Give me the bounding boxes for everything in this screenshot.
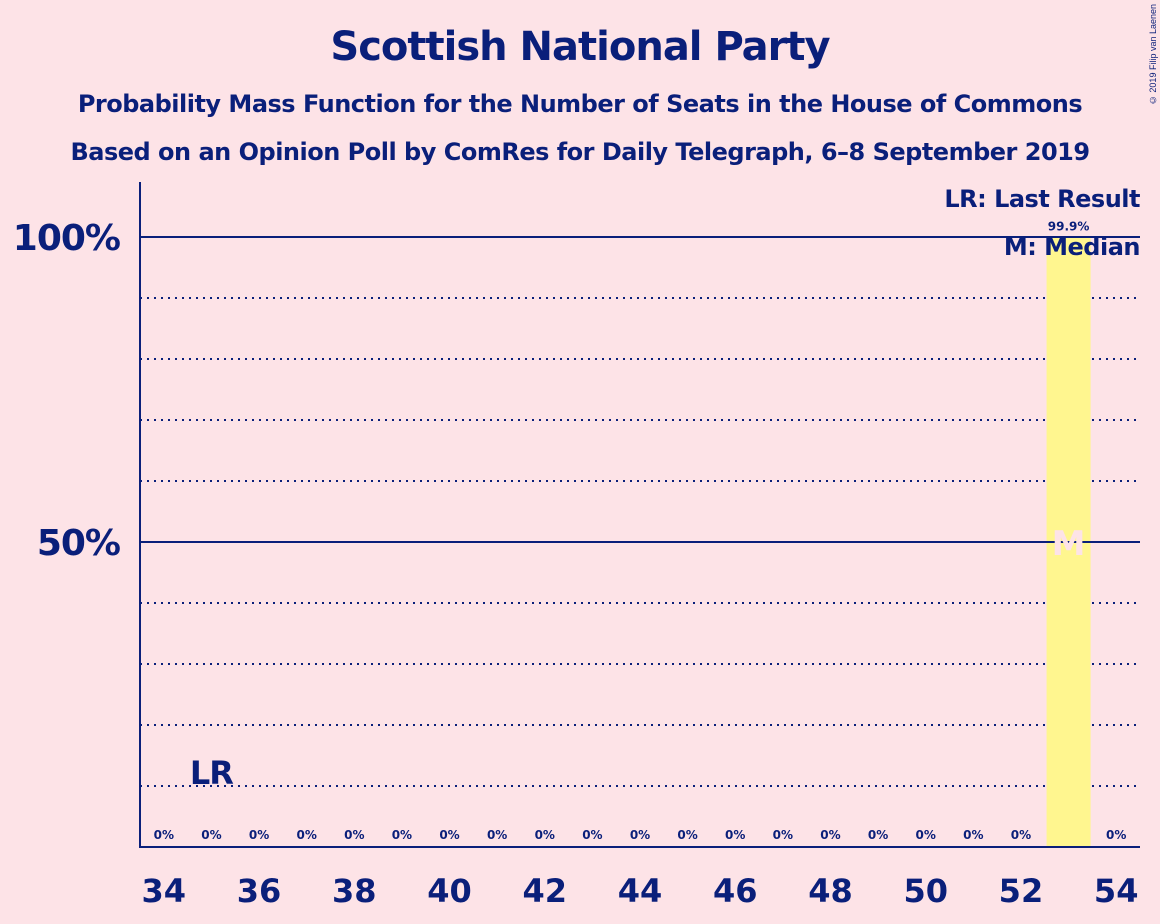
value-label-seat-37: 0%: [296, 828, 316, 842]
y-tick-label: 100%: [13, 218, 120, 259]
x-tick-label: 50: [903, 872, 948, 910]
x-tick-label: 34: [142, 872, 187, 910]
value-label-seat-38: 0%: [344, 828, 364, 842]
chart-title: Scottish National Party: [330, 24, 830, 70]
value-label-seat-42: 0%: [535, 828, 555, 842]
x-tick-label: 54: [1094, 872, 1139, 910]
value-label-seat-54: 0%: [1106, 828, 1126, 842]
value-label-seat-44: 0%: [630, 828, 650, 842]
y-tick-label: 50%: [37, 523, 120, 564]
x-tick-label: 38: [332, 872, 377, 910]
x-tick-label: 48: [808, 872, 853, 910]
legend-median: M: Median: [1003, 233, 1141, 261]
value-label-seat-51: 0%: [963, 828, 983, 842]
x-tick-label: 42: [522, 872, 567, 910]
value-label-seat-41: 0%: [487, 828, 507, 842]
value-label-seat-40: 0%: [439, 828, 459, 842]
value-label-seat-53: 99.9%: [1048, 220, 1090, 234]
median-marker: M: [1052, 524, 1086, 564]
x-tick-label: 36: [237, 872, 282, 910]
value-label-seat-49: 0%: [868, 828, 888, 842]
value-label-seat-48: 0%: [820, 828, 840, 842]
x-tick-label: 44: [618, 872, 663, 910]
value-label-seat-35: 0%: [201, 828, 221, 842]
value-label-seat-43: 0%: [582, 828, 602, 842]
chart-subtitle-1: Probability Mass Function for the Number…: [77, 90, 1083, 118]
value-label-seat-34: 0%: [154, 828, 174, 842]
value-label-seat-46: 0%: [725, 828, 745, 842]
value-label-seat-45: 0%: [677, 828, 697, 842]
value-label-seat-39: 0%: [392, 828, 412, 842]
x-tick-label: 40: [427, 872, 472, 910]
last-result-marker: LR: [190, 754, 233, 792]
value-label-seat-47: 0%: [773, 828, 793, 842]
chart-subtitle-2: Based on an Opinion Poll by ComRes for D…: [70, 138, 1090, 166]
value-label-seat-52: 0%: [1011, 828, 1031, 842]
x-tick-label: 52: [999, 872, 1044, 910]
x-tick-label: 46: [713, 872, 758, 910]
value-label-seat-50: 0%: [916, 828, 936, 842]
legend-last-result: LR: Last Result: [944, 185, 1140, 213]
value-label-seat-36: 0%: [249, 828, 269, 842]
